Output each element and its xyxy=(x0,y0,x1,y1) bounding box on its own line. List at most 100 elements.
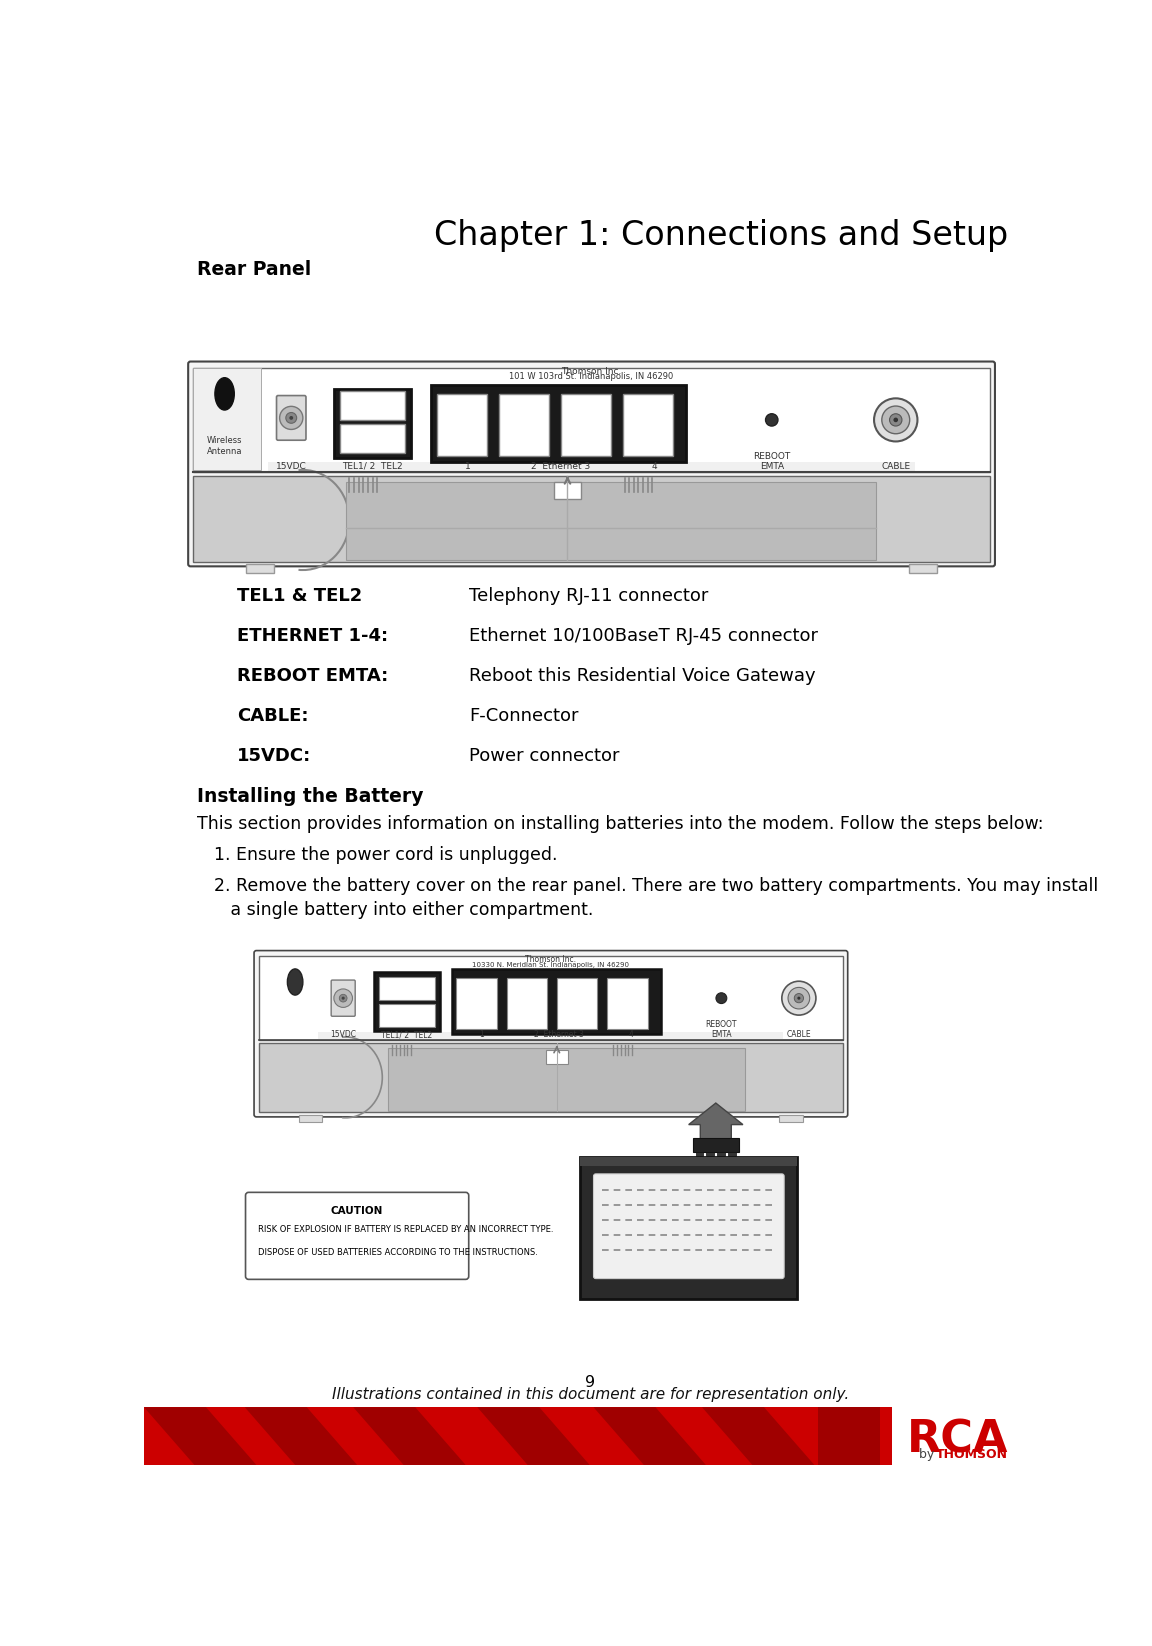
Circle shape xyxy=(894,418,899,423)
Text: 2. Remove the battery cover on the rear panel. There are two battery compartment: 2. Remove the battery cover on the rear … xyxy=(214,877,1098,895)
Polygon shape xyxy=(244,1407,357,1465)
Text: F-Connector: F-Connector xyxy=(470,708,579,726)
Circle shape xyxy=(289,416,294,420)
Text: Installing the Battery: Installing the Battery xyxy=(197,787,423,807)
FancyBboxPatch shape xyxy=(255,951,848,1118)
Text: 101 W 103rd St. Indianapolis, IN 46290: 101 W 103rd St. Indianapolis, IN 46290 xyxy=(509,372,674,382)
Text: 1: 1 xyxy=(479,1030,484,1039)
Bar xyxy=(780,1114,803,1123)
Text: Reboot this Residential Voice Gateway: Reboot this Residential Voice Gateway xyxy=(470,667,816,685)
Polygon shape xyxy=(593,1407,706,1465)
Bar xyxy=(546,1050,568,1063)
Bar xyxy=(581,1157,797,1165)
Text: REBOOT
EMTA: REBOOT EMTA xyxy=(706,1021,737,1039)
Text: Telephony RJ-11 connector: Telephony RJ-11 connector xyxy=(470,588,708,606)
Polygon shape xyxy=(354,1407,465,1465)
Text: Power connector: Power connector xyxy=(470,747,620,765)
Circle shape xyxy=(782,981,816,1016)
Text: 1. Ensure the power cord is unplugged.: 1. Ensure the power cord is unplugged. xyxy=(214,846,558,864)
Text: 15VDC: 15VDC xyxy=(331,1030,356,1039)
Bar xyxy=(374,973,440,1030)
Bar xyxy=(192,476,991,561)
Text: This section provides information on installing batteries into the modem. Follow: This section provides information on ins… xyxy=(197,815,1044,833)
Bar xyxy=(259,956,843,1040)
FancyBboxPatch shape xyxy=(331,979,355,1016)
Text: 15VDC:: 15VDC: xyxy=(237,747,311,765)
Bar xyxy=(268,463,915,472)
Text: 4: 4 xyxy=(629,1030,634,1039)
Text: 1: 1 xyxy=(465,463,471,471)
Bar xyxy=(431,385,687,463)
Bar xyxy=(379,1004,435,1027)
Text: 2  Ethernet 3: 2 Ethernet 3 xyxy=(531,463,591,471)
Bar xyxy=(623,393,673,456)
Bar xyxy=(192,367,262,471)
Text: TEL1/ 2  TEL2: TEL1/ 2 TEL2 xyxy=(381,1030,433,1039)
Circle shape xyxy=(881,407,910,435)
Bar xyxy=(456,978,497,1029)
Bar xyxy=(388,1047,744,1111)
Text: REBOOT EMTA:: REBOOT EMTA: xyxy=(237,667,388,685)
Text: THOMSON: THOMSON xyxy=(937,1448,1008,1462)
Bar xyxy=(340,392,406,420)
Text: 15VDC: 15VDC xyxy=(275,463,306,471)
Bar xyxy=(558,978,598,1029)
Bar xyxy=(892,1407,1037,1465)
Text: a single battery into either compartment.: a single battery into either compartment… xyxy=(214,902,593,920)
Circle shape xyxy=(334,989,353,1007)
Bar xyxy=(909,565,937,573)
Bar xyxy=(561,393,611,456)
Text: 2  Ethernet 3: 2 Ethernet 3 xyxy=(533,1030,584,1039)
Text: Illustrations contained in this document are for representation only.: Illustrations contained in this document… xyxy=(332,1388,849,1402)
Text: ETHERNET 1-4:: ETHERNET 1-4: xyxy=(237,627,388,645)
Circle shape xyxy=(766,413,778,426)
Bar xyxy=(192,367,991,472)
Bar xyxy=(334,388,411,458)
Bar xyxy=(696,1152,704,1155)
Bar xyxy=(706,1152,714,1155)
FancyBboxPatch shape xyxy=(245,1192,469,1279)
Text: RISK OF EXPLOSION IF BATTERY IS REPLACED BY AN INCORRECT TYPE.: RISK OF EXPLOSION IF BATTERY IS REPLACED… xyxy=(258,1225,553,1234)
Text: 4: 4 xyxy=(651,463,657,471)
Bar xyxy=(452,969,661,1034)
Bar xyxy=(340,425,406,453)
Bar xyxy=(379,976,435,999)
Bar xyxy=(728,1152,736,1155)
Circle shape xyxy=(889,413,902,426)
Circle shape xyxy=(286,413,297,423)
FancyBboxPatch shape xyxy=(188,362,995,566)
Ellipse shape xyxy=(287,969,303,996)
Text: 10330 N. Meridian St. Indianapolis, IN 46290: 10330 N. Meridian St. Indianapolis, IN 4… xyxy=(472,961,629,968)
Polygon shape xyxy=(702,1407,814,1465)
Text: Thomson Inc.: Thomson Inc. xyxy=(561,367,622,375)
Bar xyxy=(607,978,647,1029)
Circle shape xyxy=(280,407,303,430)
Bar xyxy=(259,1044,843,1113)
Bar xyxy=(554,482,582,499)
Bar xyxy=(499,393,548,456)
Bar xyxy=(318,1032,783,1040)
FancyArrow shape xyxy=(689,1103,743,1142)
Bar xyxy=(437,393,486,456)
Bar xyxy=(300,1114,323,1123)
Text: Wireless
Antenna: Wireless Antenna xyxy=(207,436,242,456)
Text: REBOOT
EMTA: REBOOT EMTA xyxy=(753,451,790,471)
Bar xyxy=(507,978,547,1029)
Polygon shape xyxy=(477,1407,590,1465)
Circle shape xyxy=(340,994,347,1002)
Text: Ethernet 10/100BaseT RJ-45 connector: Ethernet 10/100BaseT RJ-45 connector xyxy=(470,627,819,645)
FancyBboxPatch shape xyxy=(593,1174,785,1279)
Text: 9: 9 xyxy=(585,1376,596,1391)
Text: by: by xyxy=(919,1448,938,1462)
Bar xyxy=(718,1152,725,1155)
Polygon shape xyxy=(144,1407,257,1465)
Bar xyxy=(247,565,274,573)
Circle shape xyxy=(874,398,917,441)
Bar xyxy=(581,1157,797,1299)
Text: TEL1 & TEL2: TEL1 & TEL2 xyxy=(237,588,362,606)
Bar xyxy=(692,1137,740,1152)
Text: CABLE: CABLE xyxy=(787,1030,811,1039)
FancyBboxPatch shape xyxy=(276,395,306,439)
Bar xyxy=(346,482,877,560)
Bar xyxy=(144,1407,1037,1465)
